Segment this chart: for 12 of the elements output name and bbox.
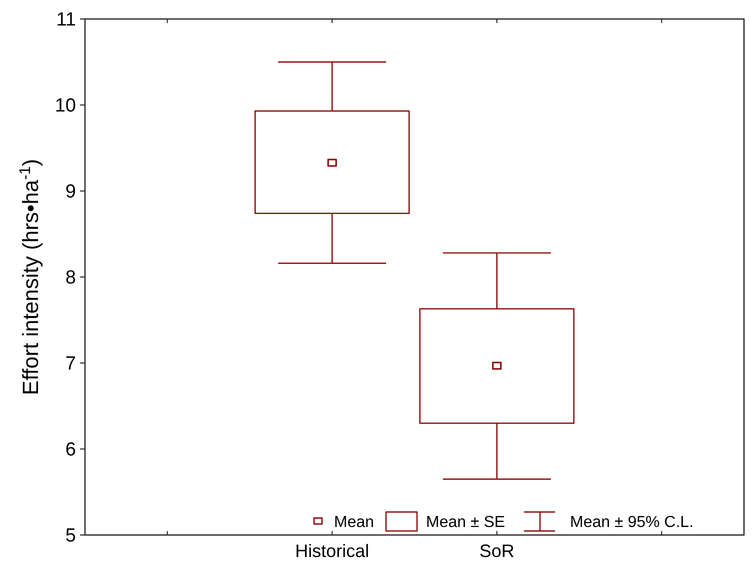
x-tick-label: SoR	[479, 541, 514, 561]
y-tick-label: 10	[54, 96, 76, 117]
annotation: Mean ± SE	[426, 514, 506, 531]
y-tick-label: 9	[65, 182, 76, 203]
y-tick-label: 8	[65, 268, 76, 289]
y-tick-label: 7	[65, 354, 76, 375]
y-tick-label: 6	[65, 440, 76, 461]
annotation: Mean	[334, 514, 374, 531]
x-tick-label: Historical	[295, 541, 370, 561]
annotation: Mean ± 95% C.L.	[570, 514, 694, 531]
y-tick-label: 5	[65, 526, 76, 547]
y-tick-label: 11	[56, 10, 76, 31]
